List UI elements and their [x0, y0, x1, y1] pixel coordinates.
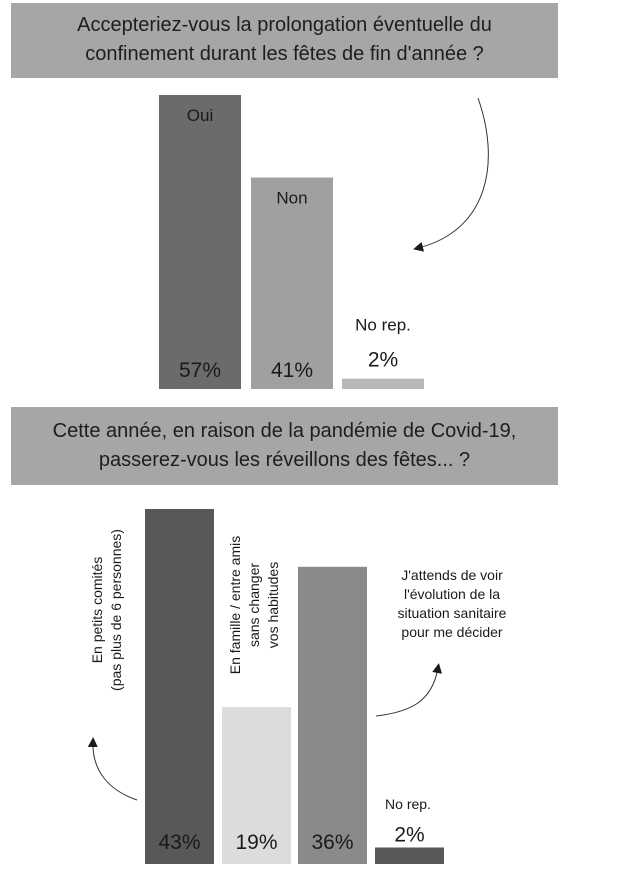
chart-2-bar-3 [375, 847, 444, 864]
curved-arrow-3 [375, 663, 443, 717]
chart-1-value-label-2: 2% [368, 349, 398, 372]
chart-2-category-label-1: En famille / entre amis sans changer vos h… [227, 536, 281, 675]
chart-1-value-label-0: 57% [179, 359, 221, 382]
chart-2-category-label-0-line-1: (pas plus de 6 personnes) [108, 529, 124, 691]
curved-arrow-1 [413, 97, 489, 252]
chart-2-bar-0 [145, 509, 214, 864]
chart-2: 43% 19% 36% 2% En petits comités (pas plus de… [89, 509, 507, 864]
curved-arrow-2 [87, 737, 138, 801]
chart-2-bar-1 [222, 707, 291, 864]
chart-2-category-label-2: J'attends de voir l'évolution de la situat… [398, 567, 507, 640]
question-2-line-2: passerez-vous les réveillons des fêtes..… [98, 449, 471, 471]
chart-1-bar-1 [251, 177, 333, 389]
question-1-banner: Accepteriez-vous la prolongation éventue… [11, 3, 558, 78]
chart-1-category-label-1: Non [276, 189, 307, 208]
chart-1-bar-0 [159, 95, 241, 389]
chart-1-bar-2 [342, 378, 424, 389]
chart-2-bar-2 [298, 566, 367, 864]
chart-2-value-label-2: 36% [311, 831, 353, 854]
chart-2-category-label-2-line-0: J'attends de voir [401, 567, 503, 583]
chart-2-category-label-1-line-0: En famille / entre amis [227, 536, 243, 675]
question-1-line-1: Accepteriez-vous la prolongation éventue… [77, 14, 492, 36]
chart-2-value-label-1: 19% [235, 831, 277, 854]
chart-2-category-label-0-line-0: En petits comités [89, 557, 105, 664]
chart-2-category-label-1-line-2: vos habitudes [265, 562, 281, 648]
chart-2-category-label-2-line-1: l'évolution de la [404, 586, 500, 602]
chart-2-category-label-3: No rep. [385, 796, 431, 812]
chart-2-category-label-2-line-3: pour me décider [401, 624, 503, 640]
chart-2-category-label-2-line-2: situation sanitaire [398, 605, 507, 621]
chart-2-category-label-1-line-1: sans changer [246, 563, 262, 647]
chart-1-value-label-1: 41% [271, 359, 313, 382]
chart-1-category-label-0: Oui [187, 106, 213, 125]
chart-1: Oui 57% Non 41% No rep. 2% [159, 95, 424, 389]
question-2-line-1: Cette année, en raison de la pandémie de… [52, 420, 517, 442]
chart-1-category-label-2: No rep. [355, 316, 411, 335]
chart-2-value-label-3: 2% [394, 823, 424, 846]
chart-2-category-label-0: En petits comités (pas plus de 6 personne… [89, 529, 124, 691]
chart-2-value-label-0: 43% [158, 831, 200, 854]
question-2-banner: Cette année, en raison de la pandémie de… [11, 407, 558, 485]
question-1-line-2: confinement durant les fêtes de fin d'an… [85, 43, 484, 65]
